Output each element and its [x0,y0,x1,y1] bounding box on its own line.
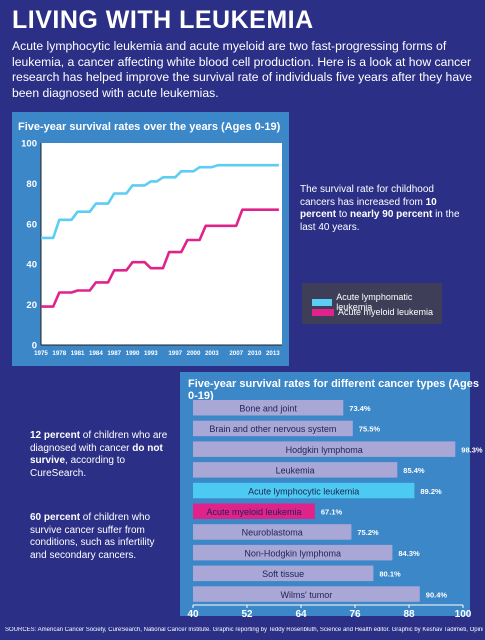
bar-category-label: Neuroblastoma [242,528,303,538]
bar-x-tick-label: 76 [349,609,361,620]
x-tick-label: 1987 [107,350,121,357]
bar-x-tick-label: 64 [295,609,307,620]
bar-category-label: Soft tissue [262,569,304,579]
note-bold: 60 percent [30,512,81,523]
bar-category-label: Brain and other nervous system [209,424,336,434]
x-tick-label: 1993 [144,350,158,357]
note-text: of children who are diagnosed with cance… [30,430,168,454]
note-text: in the last 40 years. [300,209,460,233]
bar-value-label: 75.2% [357,528,379,537]
bar [193,503,315,519]
line-chart-legend: Acute lymphomatic leukemia Acute myeloid… [302,283,442,324]
bar-category-label: Wilms' tumor [281,590,333,600]
bar-value-label: 67.1% [321,508,343,517]
survival-increase-note: The survival rate for childhood cancers … [300,184,465,234]
x-tick-label: 1975 [34,350,48,357]
legend-item-lymph: Acute lymphomatic leukemia [312,292,442,312]
note-text: of children who survive cancer suffer fr… [30,512,155,561]
bar-category-label: Non-Hodgkin lymphoma [244,548,341,558]
y-tick-label: 100 [21,139,37,150]
y-tick-label: 80 [26,179,37,190]
bar-category-label: Bone and joint [239,404,297,414]
note-bold: 12 percent [30,430,81,441]
note-bold: nearly 90 percent [350,209,433,220]
bar-value-label: 89.2% [420,487,442,496]
bar [193,420,353,437]
bar [193,544,393,561]
bar [193,586,420,602]
x-tick-label: 2003 [205,350,219,357]
bar-value-label: 84.3% [398,549,420,558]
legend-swatch [312,298,333,306]
not-survive-note: 12 percent of children who are diagnosed… [30,430,168,480]
bar [193,462,398,478]
bar-value-label: 90.4% [426,590,448,599]
bar-value-label: 75.5% [359,425,381,434]
bar [193,565,374,582]
legend-label: Acute myeloid leukemia [338,307,434,317]
sources-credit: SOURCES: American Cancer Society, CureSe… [5,627,483,633]
x-tick-label: 1990 [126,350,140,357]
survivor-conditions-note: 60 percent of children who survive cance… [30,512,170,562]
bar [193,524,352,540]
bar-chart-title: Five-year survival rates for different c… [188,378,480,402]
bar-x-tick-label: 100 [455,609,472,620]
bar-value-label: 98.3% [461,445,483,454]
x-tick-label: 2000 [187,350,201,357]
intro-text: Acute lymphocytic leukemia and acute mye… [12,39,472,100]
x-tick-label: 1981 [71,350,85,357]
page-title: LIVING WITH LEUKEMIA [12,6,314,34]
line-plot-area [41,143,282,345]
bar-x-tick-label: 40 [187,609,199,620]
note-text: , according to CureSearch. [30,455,126,479]
lymphomatic-series-line [41,163,279,240]
line-chart-title: Five-year survival rates over the years … [18,121,281,133]
bar-value-label: 85.4% [403,466,425,475]
legend-label: Acute lymphomatic leukemia [336,292,413,312]
bar-category-label: Leukemia [276,466,315,476]
y-tick-label: 0 [32,341,37,352]
bar [193,482,415,499]
bar [193,441,456,457]
x-tick-label: 1984 [89,350,103,357]
x-tick-label: 2007 [229,350,243,357]
note-bold: do not survive [30,442,163,467]
bar-value-label: 73.4% [349,404,371,413]
note-text: to [336,209,351,220]
legend-swatch [312,308,334,316]
y-tick-label: 20 [26,300,37,311]
bar-category-label: Acute myeloid leukemia [206,507,301,517]
x-tick-label: 2010 [248,350,262,357]
bar-category-label: Acute lymphocytic leukemia [248,486,359,496]
legend-item-myeloid: Acute myeloid leukemia [312,307,433,317]
note-text: The survival rate for childhood cancers … [300,184,434,208]
myeloid-series-line [41,208,279,308]
x-tick-label: 1978 [52,350,66,357]
bar-value-label: 80.1% [379,570,401,579]
bar-x-tick-label: 88 [403,609,415,620]
x-tick-label: 1997 [168,350,182,357]
y-tick-label: 60 [26,219,37,230]
bar-category-label: Hodgkin lymphoma [286,445,363,455]
note-bold: 10 percent [300,196,437,221]
bar-x-tick-label: 52 [241,609,253,620]
y-tick-label: 40 [26,260,37,271]
bar [193,400,344,416]
x-tick-label: 2013 [266,350,280,357]
